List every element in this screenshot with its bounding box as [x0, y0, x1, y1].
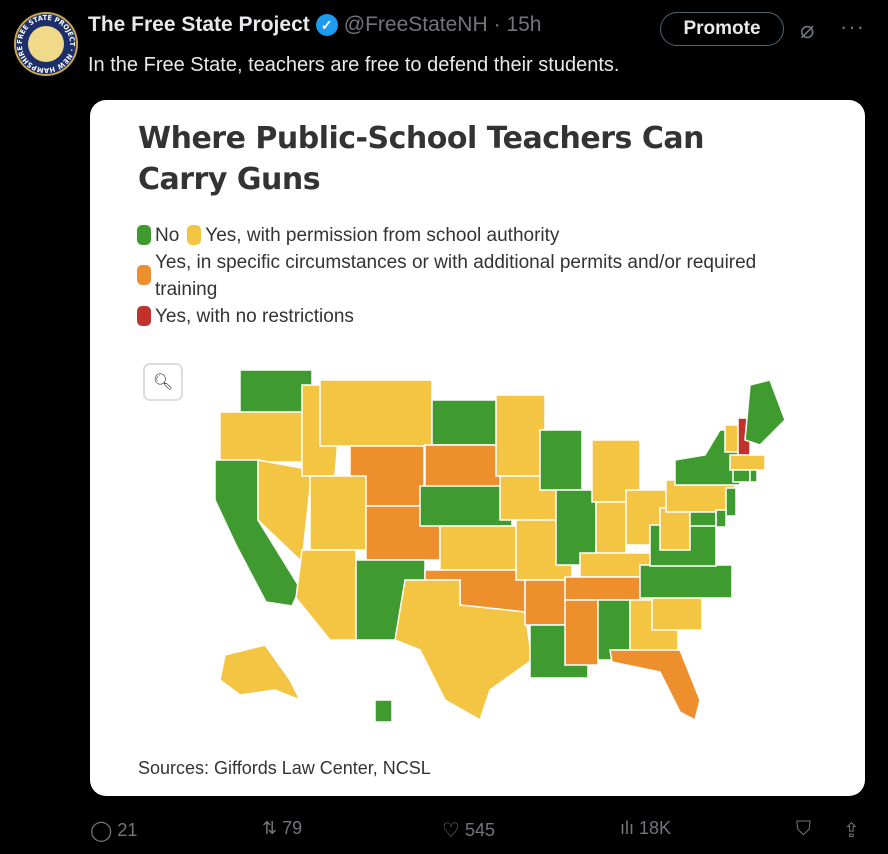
state-ri: [749, 469, 758, 483]
state-md: [689, 511, 717, 527]
grok-icon[interactable]: ⌀: [800, 17, 815, 44]
heart-icon: ♡: [442, 820, 460, 842]
state-wi: [539, 429, 583, 491]
state-ma: [729, 454, 766, 471]
search-icon: 🔍︎: [152, 374, 174, 391]
bookmark-button[interactable]: ⛉: [796, 818, 811, 841]
legend-label: Yes, with no restrictions: [155, 306, 354, 327]
legend-swatch-spec: [137, 265, 151, 285]
repost-count: 79: [282, 818, 303, 838]
state-ks: [439, 525, 523, 571]
like-count: 545: [464, 820, 495, 840]
state-hi: [374, 699, 393, 723]
state-mt: [319, 379, 433, 447]
state-ms: [564, 599, 599, 666]
reply-count: 21: [117, 820, 138, 840]
state-ut: [309, 475, 367, 551]
state-wv: [659, 507, 691, 551]
legend-label: Yes, in specific circumstances or with a…: [155, 252, 757, 300]
share-button[interactable]: ⇪: [843, 818, 860, 843]
map-zoom-button[interactable]: 🔍︎: [143, 363, 183, 401]
state-ne: [419, 485, 513, 527]
map-sources: Sources: Giffords Law Center, NCSL: [138, 758, 431, 778]
state-mn: [495, 394, 546, 477]
state-me: [744, 379, 786, 446]
state-nd: [431, 399, 501, 446]
tweet-image[interactable]: Where Public-School Teachers Can Carry G…: [90, 100, 865, 796]
bookmark-icon: ⛉: [796, 818, 811, 840]
state-vt: [724, 424, 739, 453]
state-nc: [639, 564, 733, 599]
state-ct: [732, 469, 751, 483]
state-ak: [219, 644, 302, 702]
legend-swatch-perm: [187, 225, 202, 245]
state-nj: [725, 487, 737, 517]
tweet-text: In the Free State, teachers are free to …: [88, 54, 620, 76]
reply-button[interactable]: ◯ 21: [90, 818, 137, 843]
share-icon: ⇪: [843, 820, 860, 842]
more-options-icon[interactable]: ···: [840, 14, 865, 39]
state-fl: [609, 649, 701, 722]
legend-swatch-no: [137, 225, 151, 245]
repost-button[interactable]: ⇅ 79: [262, 818, 302, 839]
author-name[interactable]: The Free State Project: [88, 13, 310, 36]
avatar[interactable]: FREE STATE PROJECT · NEW HAMPSHIRE: [14, 12, 78, 76]
timestamp[interactable]: · 15h: [493, 13, 542, 36]
state-de: [715, 509, 727, 528]
us-map: [214, 369, 786, 723]
reply-icon: ◯: [90, 820, 113, 842]
views-button[interactable]: ılı 18K: [620, 818, 671, 839]
views-icon: ılı: [620, 818, 635, 838]
view-count: 18K: [639, 818, 672, 838]
legend-label: No: [155, 225, 180, 246]
state-or: [219, 411, 303, 463]
state-ar: [524, 579, 571, 626]
state-az: [295, 549, 357, 641]
state-wa: [239, 369, 313, 419]
map-title: Where Public-School Teachers Can Carry G…: [138, 121, 704, 197]
author-handle[interactable]: @FreeStateNH: [343, 13, 488, 36]
state-in: [595, 501, 627, 561]
legend-label: Yes, with permission from school authori…: [205, 225, 560, 246]
verified-badge-icon: ✓: [315, 14, 338, 36]
legend-swatch-none: [137, 306, 151, 326]
state-tx: [394, 579, 533, 722]
map-legend: No Yes, with permission from school auth…: [137, 222, 817, 330]
repost-icon: ⇅: [262, 818, 278, 838]
porcupine-logo: [28, 26, 64, 62]
state-sd: [424, 444, 507, 491]
like-button[interactable]: ♡ 545: [442, 818, 495, 843]
promote-button[interactable]: Promote: [660, 12, 784, 46]
